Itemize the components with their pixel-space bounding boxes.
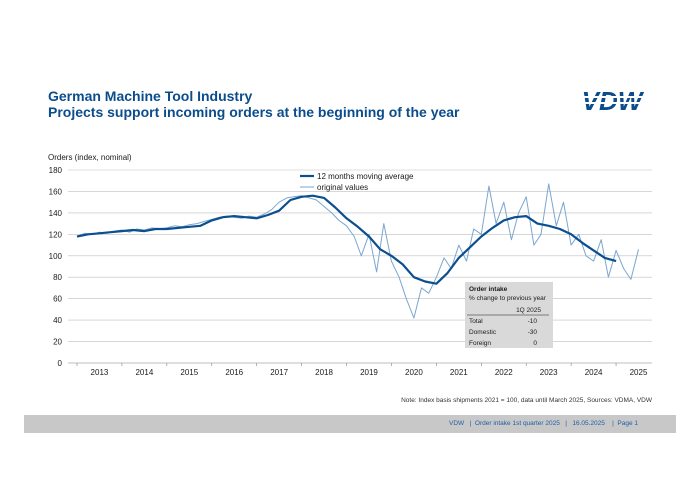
y-tick-60: 60 [53,295,62,304]
series-line-moving-average [76,194,617,285]
y-tick-160: 160 [49,187,63,196]
legend: 12 months moving average original values [300,172,414,192]
series-line-original [76,183,639,319]
y-tick-180: 180 [49,166,63,175]
x-tick-2022: 2022 [495,368,513,377]
x-tick-2015: 2015 [180,368,198,377]
y-tick-120: 120 [49,230,63,239]
x-tick-2017: 2017 [270,368,288,377]
order-intake-box: Order intake % change to previous year 1Q … [465,282,553,348]
source-note: Note: Index basis shipments 2021 = 100, … [401,397,652,404]
series-lines [76,183,639,319]
footer-text: VDW | Order intake 1st quarter 2025 | 16… [449,420,638,427]
info-box-subtitle: % change to previous year [469,295,547,302]
x-tick-2019: 2019 [360,368,378,377]
y-tick-100: 100 [49,252,63,261]
x-tick-2025: 2025 [630,368,648,377]
x-tick-2020: 2020 [405,368,423,377]
footer-bar: VDW | Order intake 1st quarter 2025 | 16… [24,415,676,433]
logo-text: VDW [582,88,645,114]
page-subtitle: Projects support incoming orders at the … [48,104,460,120]
info-row-value-domestic: -30 [528,329,538,336]
info-row-value-total: -10 [528,318,538,325]
grid-lines [68,169,652,366]
legend-label-moving-average: 12 months moving average [317,172,414,181]
info-row-label-foreign: Foreign [469,340,491,347]
info-row-value-foreign: 0 [533,340,537,347]
x-tick-2018: 2018 [315,368,333,377]
legend-label-original: original values [317,183,368,192]
info-row-label-domestic: Domestic [469,329,497,336]
x-tick-2016: 2016 [225,368,243,377]
info-box-column-header: 1Q 2025 [516,307,541,314]
y-tick-40: 40 [53,316,62,325]
vdw-logo: VDW [574,88,650,114]
x-tick-2013: 2013 [91,368,109,377]
y-tick-80: 80 [53,273,62,282]
y-tick-labels: 0 20 40 60 80 100 120 140 160 180 [49,166,63,368]
x-tick-2021: 2021 [450,368,468,377]
y-axis-label: Orders (index, nominal) [48,153,132,162]
x-tick-2014: 2014 [135,368,153,377]
info-box-title: Order intake [469,286,508,293]
x-tick-2023: 2023 [540,368,558,377]
x-tick-labels: 2013 2014 2015 2016 2017 2018 2019 2020 2021 2022… [91,368,648,377]
page-title: German Machine Tool Industry [48,88,253,104]
info-row-label-total: Total [469,318,483,325]
y-tick-140: 140 [49,209,63,218]
y-tick-0: 0 [58,359,63,368]
y-tick-20: 20 [53,338,62,347]
x-tick-2024: 2024 [585,368,603,377]
